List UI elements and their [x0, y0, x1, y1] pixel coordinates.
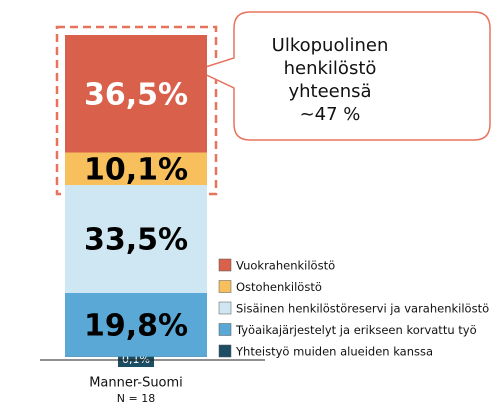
- bar-segment: [65, 292, 207, 357]
- legend-swatch: [218, 344, 232, 358]
- callout: [193, 11, 491, 141]
- legend-swatch: [218, 280, 232, 293]
- legend-swatch: [218, 258, 232, 272]
- bar-segment: [65, 35, 207, 153]
- value-label: 19,8%: [84, 308, 188, 343]
- x-tick-label: Manner-Suomi: [89, 376, 183, 391]
- value-label: 10,1%: [84, 152, 188, 187]
- callout-text: yhteensä: [288, 81, 371, 102]
- legend-label: Sisäinen henkilöstöreservi ja varahenkil…: [236, 302, 489, 316]
- subtitle: N = 18: [117, 392, 155, 405]
- callout-text: henkilöstö: [284, 58, 377, 79]
- bar-segment: [65, 152, 207, 186]
- bar-segment: [65, 185, 207, 293]
- legend-label: Työaikajärjestelyt ja erikseen korvattu …: [235, 323, 477, 337]
- legend-label: Yhteistyö muiden alueiden kanssa: [235, 345, 433, 359]
- legend-label: Ostohenkilöstö: [236, 280, 322, 294]
- callout-text: Ulkopuolinen: [272, 35, 389, 56]
- legend-swatch: [218, 323, 232, 336]
- value-label: 36,5%: [84, 77, 188, 112]
- legend-label: Vuokrahenkilöstö: [236, 259, 335, 273]
- value-label: 33,5%: [84, 222, 188, 257]
- legend-swatch: [218, 301, 232, 315]
- callout-text: ~47 %: [300, 104, 361, 125]
